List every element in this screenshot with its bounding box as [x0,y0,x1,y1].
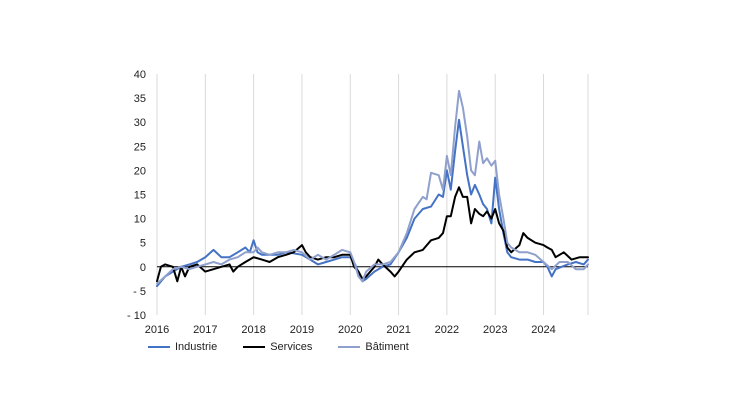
y-tick-label: 15 [134,190,146,202]
y-tick-label: 25 [134,141,146,153]
legend-item-services: Services [243,341,312,353]
y-tick-label: 30 [134,117,146,129]
y-tick-label: 35 [134,93,146,105]
legend-label-batiment: Bâtiment [365,341,409,353]
gridlines [156,74,589,315]
y-tick-label: 5 [140,238,146,250]
legend-swatch-industrie [148,346,170,348]
y-tick-label: 0 [140,262,146,274]
legend-item-industrie: Industrie [148,341,217,353]
legend-label-services: Services [270,341,313,353]
legend-item-batiment: Bâtiment [338,341,409,353]
legend: Industrie Services Bâtiment [148,341,409,353]
x-tick-label: 2018 [241,324,265,336]
x-tick-label: 2021 [386,324,410,336]
series-lines [156,89,589,288]
x-tick-label: 2017 [193,324,217,336]
x-tick-label: 2020 [338,324,362,336]
axes: - 10 - 5 0 5 10 15 20 25 30 35 40 2016 2017 2018 2019 2… [127,69,588,336]
series-line-services [156,186,589,283]
y-tick-label: 40 [134,69,146,81]
legend-label-industrie: Industrie [175,341,218,353]
x-tick-label: 2016 [145,324,169,336]
x-tick-label: 2022 [435,324,459,336]
series-line-industrie [156,118,589,288]
x-tick-label: 2019 [290,324,314,336]
legend-swatch-batiment [338,346,361,348]
legend-swatch-services [243,346,266,348]
series-line-btiment [156,89,589,285]
y-tick-label: - 5 [133,286,146,298]
y-tick-label: - 10 [127,310,146,322]
x-tick-label: 2024 [531,324,555,336]
y-tick-label: 10 [134,214,146,226]
x-tick-label: 2023 [483,324,507,336]
y-tick-label: 20 [134,165,146,177]
